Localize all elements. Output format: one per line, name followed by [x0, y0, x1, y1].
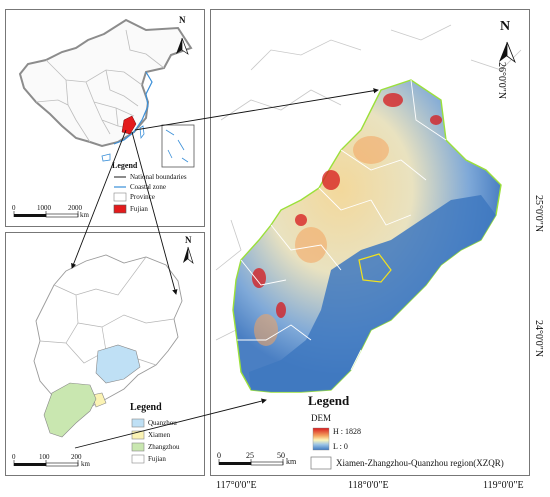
scale-tick-1: 1000: [37, 204, 51, 212]
scale-tick-0: 0: [12, 204, 16, 212]
dem-color-ramp: [312, 427, 330, 451]
scale-tick-2: 200: [71, 453, 82, 461]
dem-panel: N Legend DEM H : 1828 L : 0 Xiamen-Zhang…: [210, 9, 530, 476]
legend-item-xiamen: Xiamen: [148, 431, 171, 439]
fujian-map: [13, 246, 194, 467]
legend-item-zhangzhou: Zhangzhou: [148, 443, 180, 451]
north-arrow-icon: [183, 246, 194, 264]
scale-tick-1: 25: [246, 451, 254, 460]
scale-unit: km: [286, 457, 297, 466]
dem-label: DEM: [311, 413, 331, 423]
scale-unit: km: [80, 211, 89, 219]
fujian-panel: N Legend Quanzhou Xiamen Zhangzhou Fujia…: [5, 232, 205, 476]
scale-bar: [13, 460, 79, 467]
province-lines: [35, 29, 165, 143]
scale-bar: [218, 459, 284, 466]
hainan-island: [101, 153, 111, 162]
legend-item-national-boundaries: National boundaries: [130, 173, 187, 181]
scale-tick-1: 100: [39, 453, 50, 461]
scale-unit: km: [81, 460, 90, 468]
dem-high-spots: [252, 93, 442, 318]
dem-mid-spots: [254, 136, 389, 346]
legend-item-coastal-zone: Coastal zone: [130, 183, 166, 191]
lon-label-119e: 119°0'0"E: [483, 480, 524, 491]
scale-tick-0: 0: [217, 451, 221, 460]
fujian-legend-symbols: [131, 418, 145, 464]
lat-label-24n: 24°0'0"N: [533, 320, 544, 358]
lat-label-26n: 26°0'0"N: [496, 62, 507, 100]
legend-item-fujian: Fujian: [130, 205, 148, 213]
scale-tick-2: 50: [277, 451, 285, 460]
north-label: N: [185, 235, 192, 245]
dem-high-label: H : 1828: [333, 427, 361, 436]
dem-low-zone: [249, 195, 496, 392]
region-legend-label: Xiamen-Zhangzhou-Quanzhou region(XZQR): [336, 458, 504, 468]
fujian-outline: [33, 254, 183, 414]
lat-label-25n: 25°0'0"N: [533, 195, 544, 233]
county-boundaries: [237, 79, 447, 371]
north-label: N: [179, 15, 186, 25]
north-label: N: [500, 19, 511, 34]
taiwan-island: [139, 125, 145, 140]
region-outline-swatch: [310, 456, 332, 470]
dem-legend-title: Legend: [308, 393, 350, 408]
legend-item-fujian: Fujian: [148, 455, 166, 463]
overview-legend-title: Legend: [112, 161, 138, 170]
legend-item-province: Province: [130, 193, 155, 201]
north-arrow-icon: [499, 41, 516, 64]
dem-low-label: L : 0: [333, 442, 348, 451]
dem-map: [215, 24, 522, 470]
scale-tick-0: 0: [12, 453, 16, 461]
overview-legend-symbols: [113, 176, 127, 214]
china-map: [13, 18, 195, 218]
north-arrow-icon: [176, 37, 189, 55]
china-overview-panel: N Legend National boundaries Coastal zon…: [5, 9, 205, 227]
lon-label-117e: 117°0'0"E: [216, 480, 257, 491]
lon-label-118e: 118°0'0"E: [348, 480, 389, 491]
fujian-legend-title: Legend: [130, 402, 162, 413]
south-china-sea-inset: [161, 124, 195, 168]
legend-item-quanzhou: Quanzhou: [148, 419, 177, 427]
quanzhou-area: [95, 344, 141, 384]
xiamen-boundary: [358, 253, 392, 283]
